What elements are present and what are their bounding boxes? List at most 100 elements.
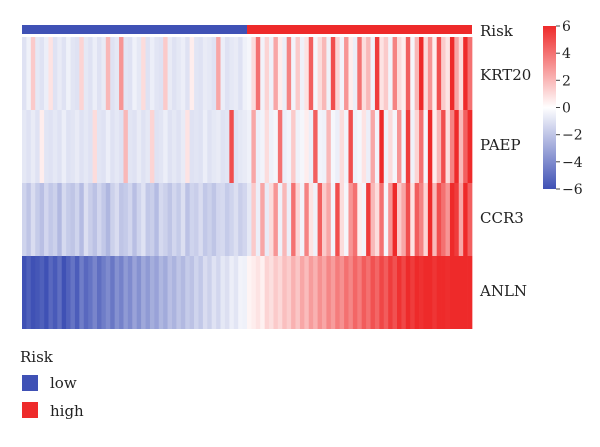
heatmap-cell-paep-93 bbox=[432, 110, 438, 183]
heatmap-cell-paep-98 bbox=[454, 110, 460, 183]
heatmap-cell-anln-45 bbox=[220, 256, 226, 329]
heatmap-cell-krt20-7 bbox=[52, 37, 58, 110]
heatmap-cell-paep-60 bbox=[286, 110, 292, 183]
heatmap-cell-ccr3-73 bbox=[344, 183, 349, 256]
heatmap-cell-ccr3-11 bbox=[70, 183, 76, 256]
heatmap-cell-ccr3-22 bbox=[119, 183, 124, 256]
heatmap-cell-paep-7 bbox=[52, 110, 58, 183]
heatmap-cell-paep-51 bbox=[247, 110, 252, 183]
heatmap-cell-paep-3 bbox=[35, 110, 40, 183]
heatmap-cell-anln-63 bbox=[299, 256, 305, 329]
heatmap-cell-ccr3-80 bbox=[374, 183, 380, 256]
heatmap-cell-paep-70 bbox=[330, 110, 336, 183]
heatmap-cell-anln-51 bbox=[247, 256, 252, 329]
heatmap-cell-anln-93 bbox=[432, 256, 438, 329]
heatmap-cell-paep-0 bbox=[22, 110, 27, 183]
heatmap-cell-ccr3-7 bbox=[52, 183, 58, 256]
heatmap-cell-paep-37 bbox=[185, 110, 190, 183]
heatmap-cell-krt20-67 bbox=[317, 37, 323, 110]
heatmap-cell-paep-97 bbox=[449, 110, 455, 183]
heatmap-cell-anln-94 bbox=[436, 256, 442, 329]
heatmap-cell-paep-8 bbox=[57, 110, 63, 183]
heatmap-cell-krt20-47 bbox=[229, 37, 235, 110]
heatmap-cell-ccr3-89 bbox=[414, 183, 420, 256]
heatmap-cell-anln-16 bbox=[92, 256, 98, 329]
heatmap-cell-paep-47 bbox=[229, 110, 235, 183]
heatmap-cells bbox=[22, 37, 473, 329]
heatmap-cell-krt20-95 bbox=[441, 37, 446, 110]
heatmap-cell-krt20-63 bbox=[299, 37, 305, 110]
heatmap-cell-anln-42 bbox=[207, 256, 213, 329]
heatmap-cell-paep-61 bbox=[291, 110, 296, 183]
heatmap-cell-anln-25 bbox=[132, 256, 138, 329]
heatmap-cell-anln-74 bbox=[348, 256, 354, 329]
heatmap-cell-krt20-19 bbox=[105, 37, 111, 110]
heatmap-cell-ccr3-57 bbox=[273, 183, 279, 256]
heatmap-cell-ccr3-88 bbox=[410, 183, 415, 256]
heatmap-cell-ccr3-42 bbox=[207, 183, 213, 256]
heatmap-cell-krt20-26 bbox=[136, 37, 142, 110]
heatmap-cell-anln-37 bbox=[185, 256, 190, 329]
heatmap-cell-paep-48 bbox=[233, 110, 239, 183]
heatmap-cell-krt20-31 bbox=[158, 37, 164, 110]
heatmap-cell-krt20-91 bbox=[423, 37, 429, 110]
heatmap-cell-krt20-0 bbox=[22, 37, 27, 110]
risk-annotation-bar bbox=[22, 25, 472, 34]
heatmap-cell-krt20-68 bbox=[322, 37, 327, 110]
heatmap-cell-krt20-92 bbox=[427, 37, 433, 110]
heatmap-cell-paep-56 bbox=[269, 110, 274, 183]
heatmap-cell-paep-69 bbox=[326, 110, 332, 183]
heatmap-cell-krt20-4 bbox=[39, 37, 45, 110]
heatmap-cell-paep-29 bbox=[149, 110, 155, 183]
heatmap-cell-anln-72 bbox=[339, 256, 345, 329]
heatmap-cell-krt20-96 bbox=[445, 37, 451, 110]
heatmap-cell-ccr3-62 bbox=[295, 183, 301, 256]
heatmap-cell-krt20-6 bbox=[48, 37, 54, 110]
legend-title: Risk bbox=[20, 348, 54, 366]
heatmap-cell-anln-88 bbox=[410, 256, 415, 329]
heatmap-cell-ccr3-77 bbox=[361, 183, 367, 256]
heatmap-cell-krt20-16 bbox=[92, 37, 98, 110]
heatmap-cell-krt20-30 bbox=[154, 37, 160, 110]
risk-annotation-label: Risk bbox=[480, 22, 514, 40]
heatmap-cell-paep-87 bbox=[405, 110, 411, 183]
heatmap-cell-paep-63 bbox=[299, 110, 305, 183]
heatmap-cell-anln-76 bbox=[357, 256, 363, 329]
heatmap-cell-ccr3-68 bbox=[322, 183, 327, 256]
heatmap-cell-paep-78 bbox=[366, 110, 371, 183]
heatmap-cell-anln-32 bbox=[163, 256, 168, 329]
heatmap-cell-paep-24 bbox=[127, 110, 133, 183]
heatmap-cell-anln-61 bbox=[291, 256, 296, 329]
colorbar-tick-label: −6 bbox=[562, 182, 583, 198]
heatmap-cell-krt20-18 bbox=[101, 37, 107, 110]
heatmap-cell-ccr3-38 bbox=[189, 183, 195, 256]
heatmap-cell-paep-9 bbox=[61, 110, 67, 183]
risk-segment-low bbox=[22, 25, 247, 34]
heatmap-cell-paep-94 bbox=[436, 110, 442, 183]
heatmap-cell-ccr3-86 bbox=[401, 183, 407, 256]
heatmap-cell-krt20-49 bbox=[238, 37, 243, 110]
heatmap-cell-paep-68 bbox=[322, 110, 327, 183]
heatmap-cell-anln-28 bbox=[145, 256, 151, 329]
heatmap-cell-anln-101 bbox=[467, 256, 473, 329]
heatmap-cell-krt20-86 bbox=[401, 37, 407, 110]
heatmap-cell-anln-31 bbox=[158, 256, 164, 329]
heatmap-cell-anln-53 bbox=[255, 256, 261, 329]
heatmap-cell-krt20-23 bbox=[123, 37, 129, 110]
heatmap-cell-krt20-52 bbox=[251, 37, 257, 110]
heatmap-cell-ccr3-13 bbox=[79, 183, 85, 256]
heatmap-cell-krt20-101 bbox=[467, 37, 473, 110]
heatmap-cell-krt20-53 bbox=[255, 37, 261, 110]
heatmap-cell-paep-20 bbox=[110, 110, 115, 183]
heatmap-cell-anln-35 bbox=[176, 256, 182, 329]
heatmap-cell-anln-81 bbox=[379, 256, 385, 329]
heatmap-cell-paep-23 bbox=[123, 110, 129, 183]
heatmap-cell-krt20-3 bbox=[35, 37, 40, 110]
heatmap-cell-paep-88 bbox=[410, 110, 415, 183]
heatmap-cell-krt20-1 bbox=[26, 37, 32, 110]
heatmap-cell-anln-96 bbox=[445, 256, 451, 329]
legend-swatch-high bbox=[22, 402, 38, 418]
heatmap-cell-anln-75 bbox=[352, 256, 358, 329]
heatmap-cell-anln-77 bbox=[361, 256, 367, 329]
heatmap-cell-ccr3-101 bbox=[467, 183, 473, 256]
